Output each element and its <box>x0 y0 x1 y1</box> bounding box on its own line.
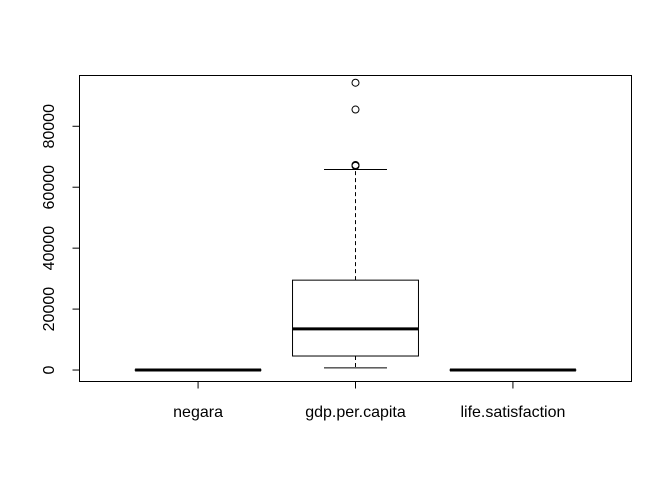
y-tick-label: 40000 <box>41 226 58 271</box>
outlier-point <box>351 105 360 114</box>
y-tick-label: 80000 <box>41 104 58 149</box>
boxes-layer <box>134 78 577 372</box>
x-tick-label: gdp.per.capita <box>305 404 406 421</box>
y-tick-label: 0 <box>41 365 58 374</box>
x-tick-label: life.satisfaction <box>460 404 565 421</box>
iqr-box <box>292 279 419 357</box>
y-tick-label: 60000 <box>41 165 58 210</box>
outlier-point <box>351 78 360 87</box>
outlier-point <box>351 160 360 169</box>
box-gdp-per-capita <box>292 78 419 369</box>
x-tick-label: negara <box>173 404 223 421</box>
x-axis: negara gdp.per.capita life.satisfaction <box>173 381 565 421</box>
y-axis: 0 20000 40000 60000 80000 <box>41 104 80 374</box>
y-tick-label: 20000 <box>41 287 58 332</box>
